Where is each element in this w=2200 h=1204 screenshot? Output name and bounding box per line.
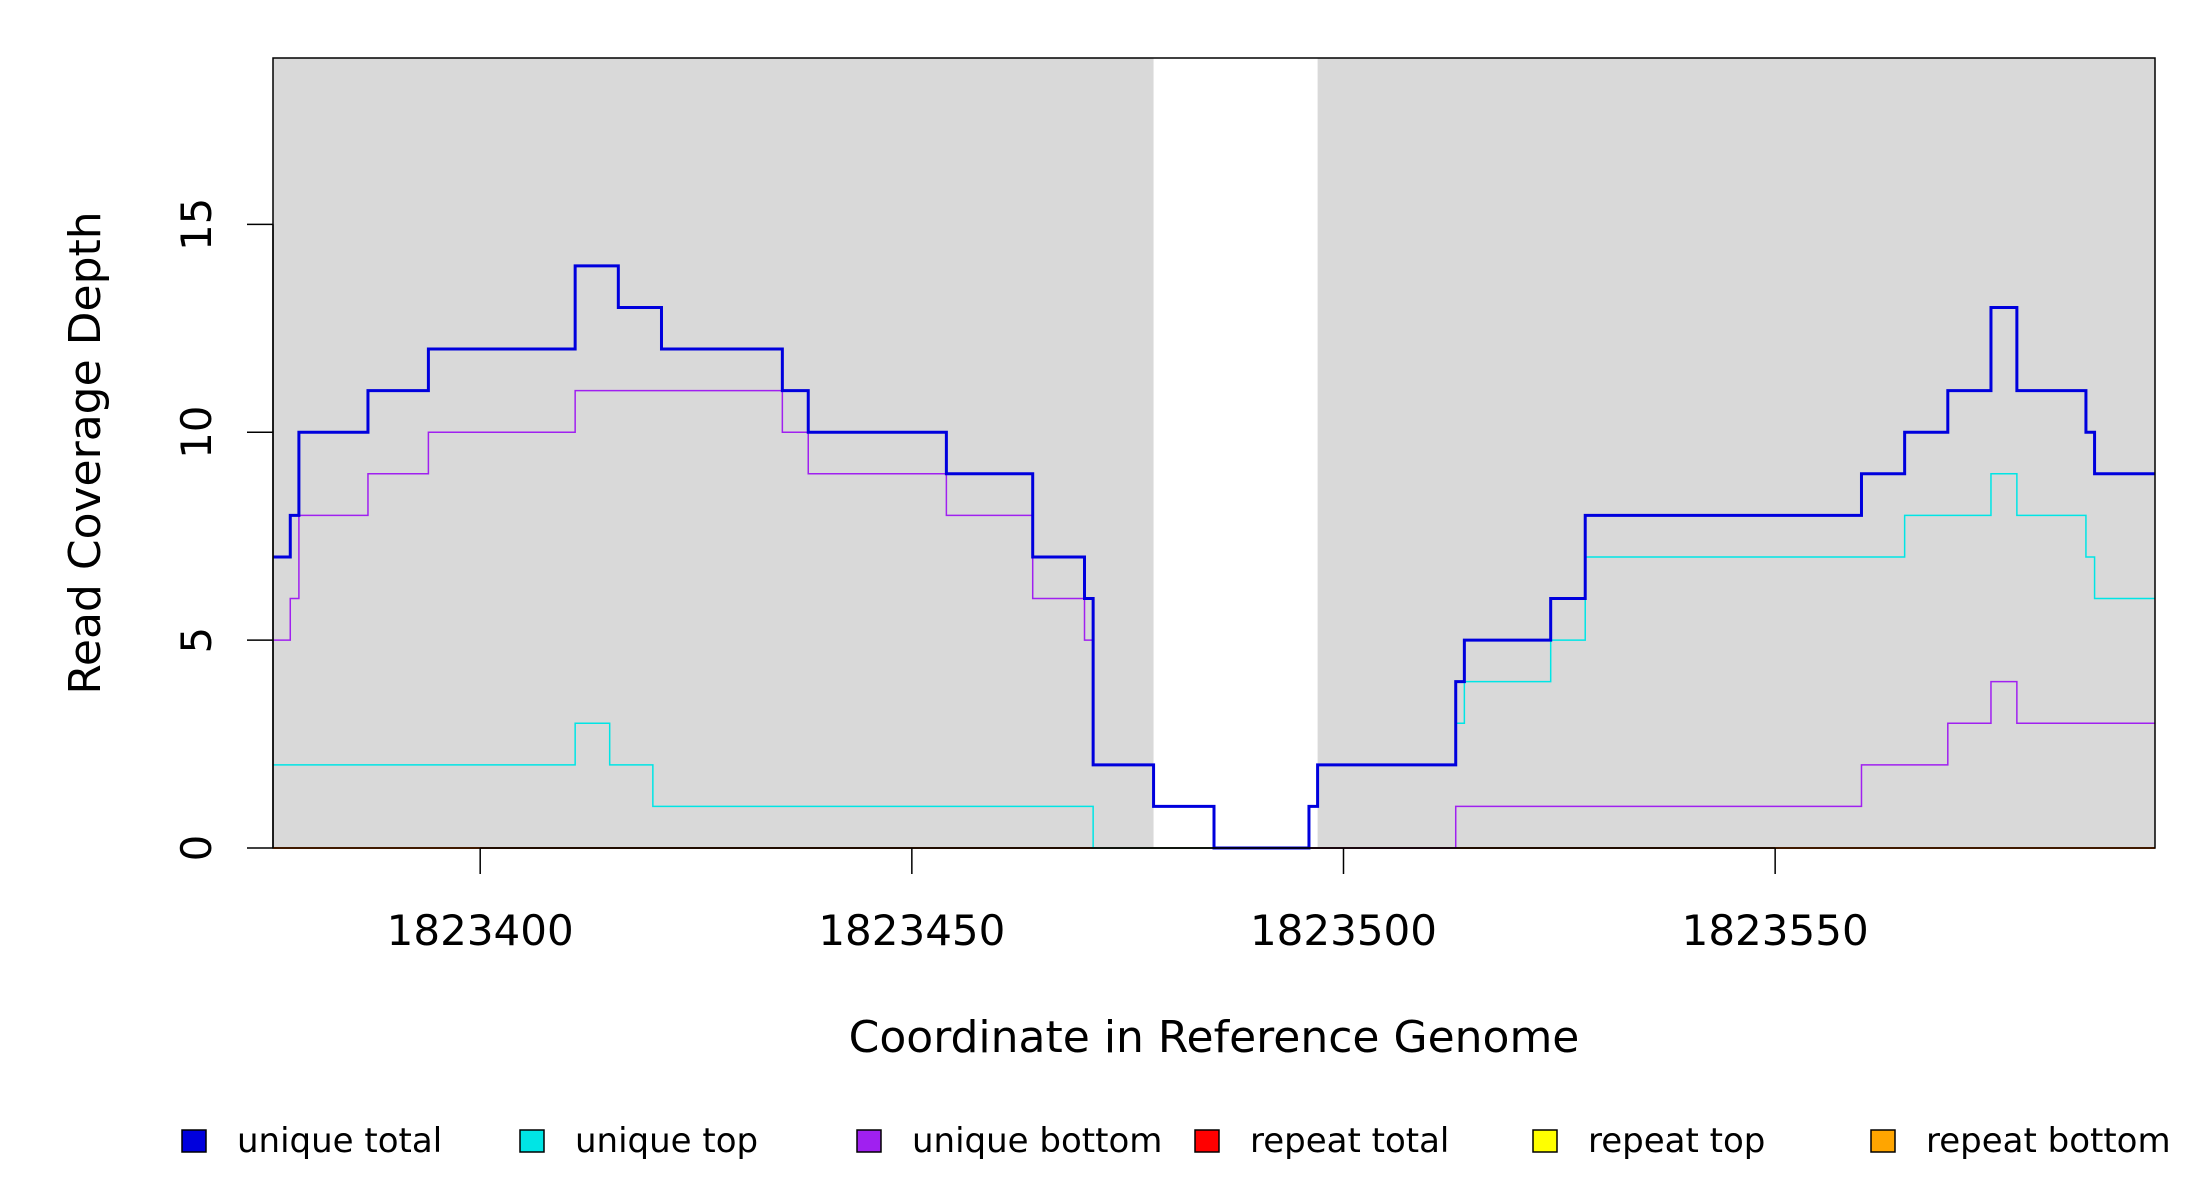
x-axis-label: Coordinate in Reference Genome <box>849 1012 1580 1063</box>
legend-item: unique top <box>519 1121 758 1161</box>
legend-swatch <box>1194 1129 1220 1153</box>
legend-label: unique total <box>237 1121 442 1161</box>
shaded-region <box>273 58 1154 848</box>
series-line-unique-total <box>273 264 2155 850</box>
legend-item: repeat bottom <box>1870 1121 2171 1161</box>
series-line-unique-top <box>273 473 2155 849</box>
y-axis-label: Read Coverage Depth <box>60 211 111 694</box>
legend-label: repeat bottom <box>1926 1121 2171 1161</box>
legend-label: repeat top <box>1588 1121 1765 1161</box>
series-line-unique-bottom <box>273 389 2155 849</box>
x-tick-label: 1823450 <box>818 906 1005 955</box>
x-tick-label: 1823500 <box>1250 906 1437 955</box>
legend: unique total unique top unique bottom repea… <box>181 1121 2171 1161</box>
axes-layer: 0 5 10 15 1823400 1823450 1823500 1823550 <box>172 198 1869 955</box>
legend-swatch <box>181 1129 207 1153</box>
y-tick-label: 10 <box>172 405 221 458</box>
legend-swatch <box>1870 1129 1896 1153</box>
legend-swatch <box>1532 1129 1558 1153</box>
x-tick-label: 1823550 <box>1682 906 1869 955</box>
legend-label: unique top <box>575 1121 758 1161</box>
y-tick-label: 5 <box>172 627 221 654</box>
y-tick-label: 15 <box>172 198 221 251</box>
shaded-region <box>1317 58 2155 848</box>
legend-swatch <box>856 1129 882 1153</box>
legend-label: repeat total <box>1250 1121 1449 1161</box>
legend-item: unique bottom <box>856 1121 1162 1161</box>
y-tick-label: 0 <box>172 835 221 862</box>
legend-item: unique total <box>181 1121 442 1161</box>
legend-item: repeat total <box>1194 1121 1449 1161</box>
legend-item: repeat top <box>1532 1121 1765 1161</box>
legend-label: unique bottom <box>912 1121 1162 1161</box>
legend-swatch <box>519 1129 545 1153</box>
x-tick-label: 1823400 <box>387 906 574 955</box>
plot-background <box>273 58 2155 848</box>
